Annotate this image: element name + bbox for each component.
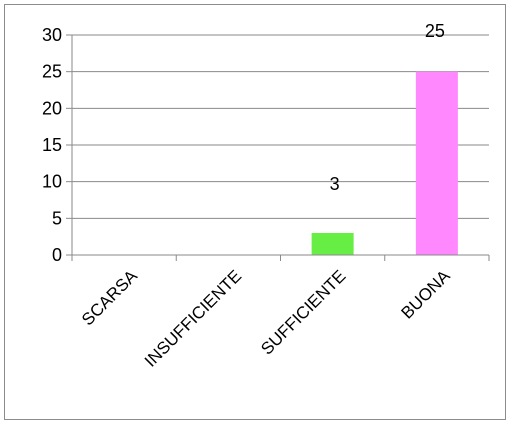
y-tick-label: 5 — [52, 208, 62, 228]
y-tick-labels: 0 5 10 15 20 25 30 — [42, 25, 62, 265]
x-tick-label: BUONA — [398, 266, 455, 323]
x-tick-labels: SCARSA INSUFFICIENTE SUFFICIENTE BUONA — [78, 266, 454, 371]
data-labels: 3 25 — [330, 21, 445, 194]
y-tick-label: 0 — [52, 245, 62, 265]
bar-sufficiente — [311, 233, 354, 255]
y-tick-label: 20 — [42, 98, 62, 118]
x-tick-label: SCARSA — [78, 266, 141, 329]
bar-buona — [415, 71, 458, 256]
y-tick-label: 10 — [42, 172, 62, 192]
bars — [311, 71, 458, 256]
axes — [66, 34, 490, 261]
x-tick-label: SUFFICIENTE — [257, 266, 349, 358]
data-label: 25 — [425, 21, 445, 41]
y-tick-label: 30 — [42, 25, 62, 45]
x-tick-label: INSUFFICIENTE — [141, 266, 245, 370]
y-tick-label: 25 — [42, 62, 62, 82]
y-tick-label: 15 — [42, 135, 62, 155]
data-label: 3 — [330, 174, 340, 194]
